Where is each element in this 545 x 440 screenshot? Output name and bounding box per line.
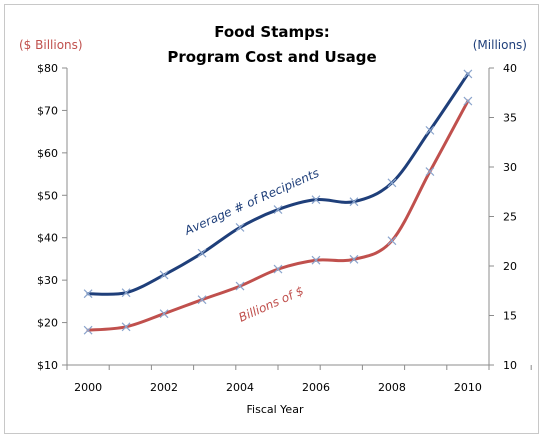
series-label-billions: Billions of $	[237, 284, 306, 325]
right-axis-tick-label: 25	[503, 211, 517, 224]
x-axis-tick-label: 2008	[378, 381, 406, 394]
x-axis-tick-label: 2000	[74, 381, 102, 394]
left-axis-tick-label: $30	[37, 274, 58, 287]
right-axis-tick-label: 15	[503, 310, 517, 323]
right-axis-tick-label: 35	[503, 112, 517, 125]
axes-group: $10 $20 $30 $40 $50 $60 $70 $80 10 15 20 25 30 35 40 20…	[37, 62, 532, 394]
right-axis-tick-label: 30	[503, 161, 517, 174]
data-point-marker-1	[463, 96, 473, 106]
left-axis-tick-label: $70	[37, 104, 58, 117]
data-point-marker-1	[159, 309, 169, 319]
left-axis-tick-label: $10	[37, 359, 58, 372]
data-point-marker-1	[387, 236, 397, 246]
data-point-marker-0	[349, 197, 359, 207]
x-axis-tick-label: 2006	[302, 381, 330, 394]
data-point-marker-0	[273, 205, 283, 214]
right-axis-tick-label: 10	[503, 359, 517, 372]
chart-frame	[4, 4, 539, 434]
data-point-marker-0	[387, 178, 397, 188]
left-axis-tick-label: $50	[37, 189, 58, 202]
x-axis-tick-label: 2002	[150, 381, 178, 394]
right-axis-tick-label: 20	[503, 260, 517, 273]
chart-title-line-1: Food Stamps:	[214, 23, 330, 41]
chart-title-line-2: Program Cost and Usage	[167, 48, 376, 66]
left-axis-tick-label: $20	[37, 317, 58, 330]
right-axis-unit-label: (Millions)	[473, 38, 527, 52]
x-axis-tick-label: 2010	[454, 381, 482, 394]
left-axis-tick-label: $60	[37, 147, 58, 160]
data-point-marker-0	[463, 69, 473, 79]
data-point-marker-0	[197, 248, 207, 258]
data-point-marker-0	[311, 195, 321, 205]
data-point-marker-1	[349, 254, 359, 264]
data-point-marker-1	[235, 281, 245, 291]
series-lines-group	[83, 69, 473, 335]
data-point-marker-0	[83, 289, 93, 299]
data-point-marker-1	[311, 255, 321, 265]
data-point-marker-0	[159, 270, 169, 280]
left-axis-unit-label: ($ Billions)	[19, 38, 83, 52]
right-axis-tick-label: 40	[503, 62, 517, 75]
data-point-marker-0	[425, 125, 435, 135]
data-point-marker-1	[197, 295, 207, 305]
data-point-marker-1	[273, 264, 283, 274]
data-point-marker-1	[425, 167, 435, 176]
left-axis-tick-label: $80	[37, 62, 58, 75]
x-axis-tick-label: 2004	[226, 381, 254, 394]
left-axis-tick-label: $40	[37, 232, 58, 245]
data-point-marker-0	[235, 222, 245, 232]
data-point-marker-0	[121, 288, 131, 298]
x-axis-title: Fiscal Year	[247, 403, 304, 416]
data-point-marker-1	[83, 325, 93, 335]
data-point-marker-1	[121, 322, 131, 332]
